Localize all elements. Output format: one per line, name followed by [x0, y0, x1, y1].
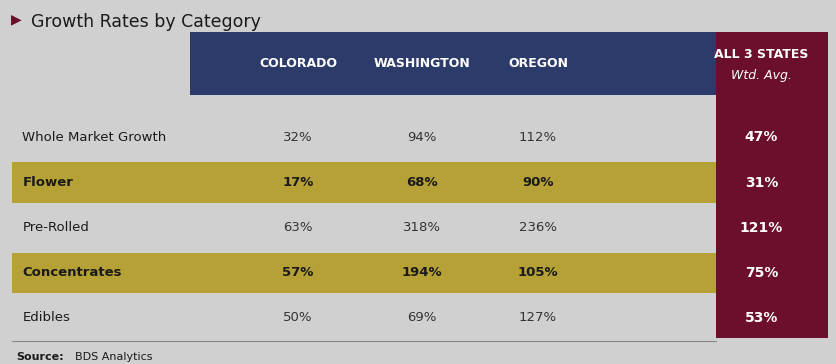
Text: Growth Rates by Category: Growth Rates by Category	[32, 13, 262, 31]
Text: 94%: 94%	[407, 131, 437, 144]
Text: 47%: 47%	[745, 130, 778, 145]
Text: 53%: 53%	[745, 311, 778, 325]
Text: 318%: 318%	[403, 221, 441, 234]
Text: 121%: 121%	[740, 221, 783, 235]
Text: 127%: 127%	[519, 311, 557, 324]
Text: 17%: 17%	[283, 176, 314, 189]
Text: 69%: 69%	[407, 311, 437, 324]
Bar	[191, 32, 716, 95]
Text: OREGON: OREGON	[508, 57, 568, 70]
Text: Flower: Flower	[23, 176, 74, 189]
Text: WASHINGTON: WASHINGTON	[374, 57, 471, 70]
Text: 112%: 112%	[519, 131, 557, 144]
Bar	[13, 162, 716, 203]
Text: 75%: 75%	[745, 266, 778, 280]
Text: 31%: 31%	[745, 175, 778, 190]
Bar	[13, 253, 716, 293]
Text: Source:: Source:	[17, 352, 64, 362]
Text: COLORADO: COLORADO	[259, 57, 337, 70]
Text: ALL 3 STATES: ALL 3 STATES	[714, 48, 808, 61]
Text: 32%: 32%	[283, 131, 313, 144]
Text: Pre-Rolled: Pre-Rolled	[23, 221, 89, 234]
Text: 50%: 50%	[283, 311, 313, 324]
Text: Wtd. Avg.: Wtd. Avg.	[731, 68, 792, 82]
Text: 105%: 105%	[517, 266, 558, 279]
Text: Edibles: Edibles	[23, 311, 70, 324]
Text: 57%: 57%	[283, 266, 314, 279]
Text: ▶: ▶	[11, 13, 22, 27]
Text: 63%: 63%	[283, 221, 313, 234]
Text: Whole Market Growth: Whole Market Growth	[23, 131, 166, 144]
Text: 236%: 236%	[519, 221, 557, 234]
Text: BDS Analytics: BDS Analytics	[74, 352, 152, 362]
Text: Concentrates: Concentrates	[23, 266, 122, 279]
Text: 194%: 194%	[402, 266, 442, 279]
Text: 68%: 68%	[406, 176, 438, 189]
Bar	[716, 32, 828, 338]
Text: 90%: 90%	[522, 176, 553, 189]
